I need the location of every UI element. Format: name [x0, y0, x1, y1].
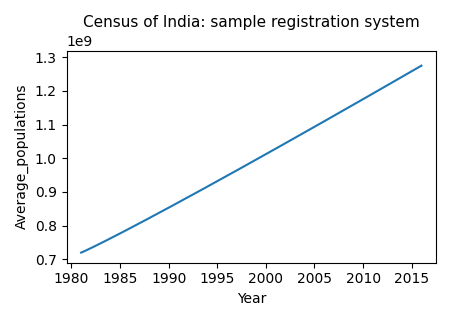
- Y-axis label: Average_populations: Average_populations: [15, 84, 29, 230]
- Title: Census of India: sample registration system: Census of India: sample registration sys…: [83, 15, 419, 30]
- X-axis label: Year: Year: [237, 292, 266, 306]
